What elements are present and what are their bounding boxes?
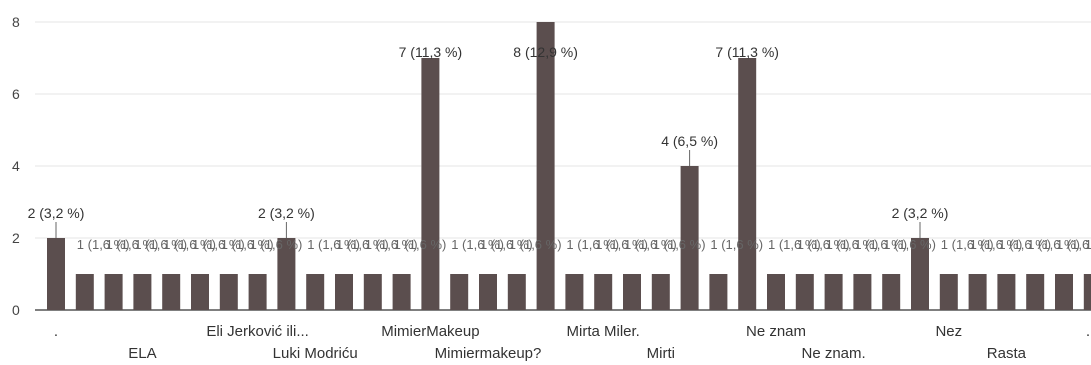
x-tick-label: Mimiermakeup?: [435, 345, 542, 362]
small-data-label: 1 (1,6 %): [134, 237, 187, 252]
x-tick-label: Eli Jerković ili...: [206, 323, 309, 340]
bar[interactable]: [47, 238, 65, 310]
small-data-label: 1 (1,6 %): [1056, 237, 1091, 252]
bar[interactable]: [882, 274, 901, 310]
x-tick-label: Nez: [935, 323, 962, 340]
bar[interactable]: [162, 274, 181, 310]
data-label: 2 (3,2 %): [258, 205, 315, 221]
small-data-label: 1 (1,6 %): [1085, 237, 1091, 252]
small-data-label: 1 (1,6 %): [509, 237, 562, 252]
x-tick-label: Ne znam.: [801, 345, 865, 362]
x-tick-label: Rasta: [987, 345, 1027, 362]
y-tick-label: 2: [12, 230, 20, 246]
data-label: 4 (6,5 %): [661, 133, 718, 149]
bar[interactable]: [968, 274, 987, 310]
small-data-label: 1 (1,6 %): [221, 237, 274, 252]
bar[interactable]: [306, 274, 325, 310]
small-data-label: 1 (1,6 %): [941, 237, 994, 252]
bar[interactable]: [75, 274, 94, 310]
bar[interactable]: [1026, 274, 1045, 310]
bar[interactable]: [104, 274, 123, 310]
bar[interactable]: [248, 274, 267, 310]
data-label: 7 (11,3 %): [715, 44, 779, 60]
data-label: 2 (3,2 %): [28, 205, 85, 221]
bar[interactable]: [277, 238, 296, 310]
small-data-label: 1 (1,6 %): [883, 237, 936, 252]
small-data-label: 1 (1,6 %): [566, 237, 619, 252]
small-data-label: 1 (1,6 %): [797, 237, 850, 252]
small-data-label: 1 (1,6 %): [163, 237, 216, 252]
bar[interactable]: [738, 58, 757, 310]
bar[interactable]: [507, 274, 526, 310]
bar[interactable]: [191, 274, 209, 310]
x-tick-label: ELA: [128, 345, 156, 362]
small-data-label: 1 (1,6 %): [192, 237, 245, 252]
small-data-label: 1 (1,6 %): [998, 237, 1051, 252]
x-tick-label: Mirta Miler.: [567, 323, 640, 340]
x-tick-label: …: [1085, 323, 1091, 340]
small-data-label: 1 (1,6 %): [710, 237, 763, 252]
x-tick-label: Ne znam: [746, 323, 806, 340]
data-label: 7 (11,3 %): [399, 44, 463, 60]
bar[interactable]: [824, 274, 843, 310]
bar[interactable]: [450, 274, 469, 310]
small-data-label: 1 (1,6 %): [1027, 237, 1080, 252]
grid-lines: [35, 21, 1091, 311]
bar[interactable]: [536, 22, 555, 310]
small-data-label: 1 (1,6 %): [106, 237, 159, 252]
bar[interactable]: [479, 274, 497, 310]
y-tick-label: 6: [12, 86, 20, 102]
small-data-label: 1 (1,6 %): [768, 237, 821, 252]
y-tick-label: 0: [12, 302, 20, 318]
bar[interactable]: [709, 274, 728, 310]
x-tick-label: Mirti: [647, 345, 675, 362]
small-data-label: 1 (1,6 %): [77, 237, 130, 252]
bar[interactable]: [651, 274, 670, 310]
small-data-label: 1 (1,6 %): [250, 237, 303, 252]
bar[interactable]: [1055, 274, 1073, 310]
small-data-label: 1 (1,6 %): [336, 237, 389, 252]
bar[interactable]: [623, 274, 641, 310]
bar[interactable]: [997, 274, 1016, 310]
small-data-label: 1 (1,6 %): [826, 237, 879, 252]
small-data-label: 1 (1,6 %): [480, 237, 533, 252]
y-tick-label: 8: [12, 14, 20, 30]
bar[interactable]: [219, 274, 238, 310]
small-data-label: 1 (1,6 %): [624, 237, 677, 252]
bar[interactable]: [853, 274, 872, 310]
bar[interactable]: [133, 274, 152, 310]
y-tick-label: 4: [12, 158, 20, 174]
bar[interactable]: [392, 274, 411, 310]
bar[interactable]: [911, 238, 929, 310]
data-labels: 1 (1,6 %)1 (1,6 %)1 (1,6 %)1 (1,6 %)1 (1…: [28, 44, 1091, 252]
bar[interactable]: [421, 58, 440, 310]
x-tick-label: Luki Modriću: [273, 345, 358, 362]
x-tick-label: .: [54, 323, 58, 340]
y-axis: 0 2 4 6 8: [12, 14, 20, 318]
bar[interactable]: [1083, 274, 1091, 310]
x-axis: . ELA Eli Jerković ili... Luki Modriću Mimie…: [54, 323, 1091, 362]
bar[interactable]: [767, 274, 785, 310]
small-data-label: 1 (1,6 %): [595, 237, 648, 252]
bar[interactable]: [363, 274, 382, 310]
small-data-label: 1 (1,6 %): [365, 237, 418, 252]
bar[interactable]: [594, 274, 613, 310]
bar[interactable]: [335, 274, 353, 310]
small-data-label: 1 (1,6 %): [451, 237, 504, 252]
bar[interactable]: [565, 274, 584, 310]
x-tick-label: MimierMakeup: [381, 323, 479, 340]
bar[interactable]: [680, 166, 699, 310]
small-data-label: 1 (1,6 %): [653, 237, 706, 252]
small-data-label: 1 (1,6 %): [970, 237, 1023, 252]
small-data-label: 1 (1,6 %): [307, 237, 360, 252]
small-data-label: 1 (1,6 %): [854, 237, 907, 252]
data-label: 2 (3,2 %): [892, 205, 949, 221]
data-label: 8 (12,9 %): [513, 44, 578, 60]
bars: [47, 22, 1091, 310]
small-data-label: 1 (1,6 %): [394, 237, 447, 252]
bar[interactable]: [939, 274, 958, 310]
bar[interactable]: [795, 274, 814, 310]
